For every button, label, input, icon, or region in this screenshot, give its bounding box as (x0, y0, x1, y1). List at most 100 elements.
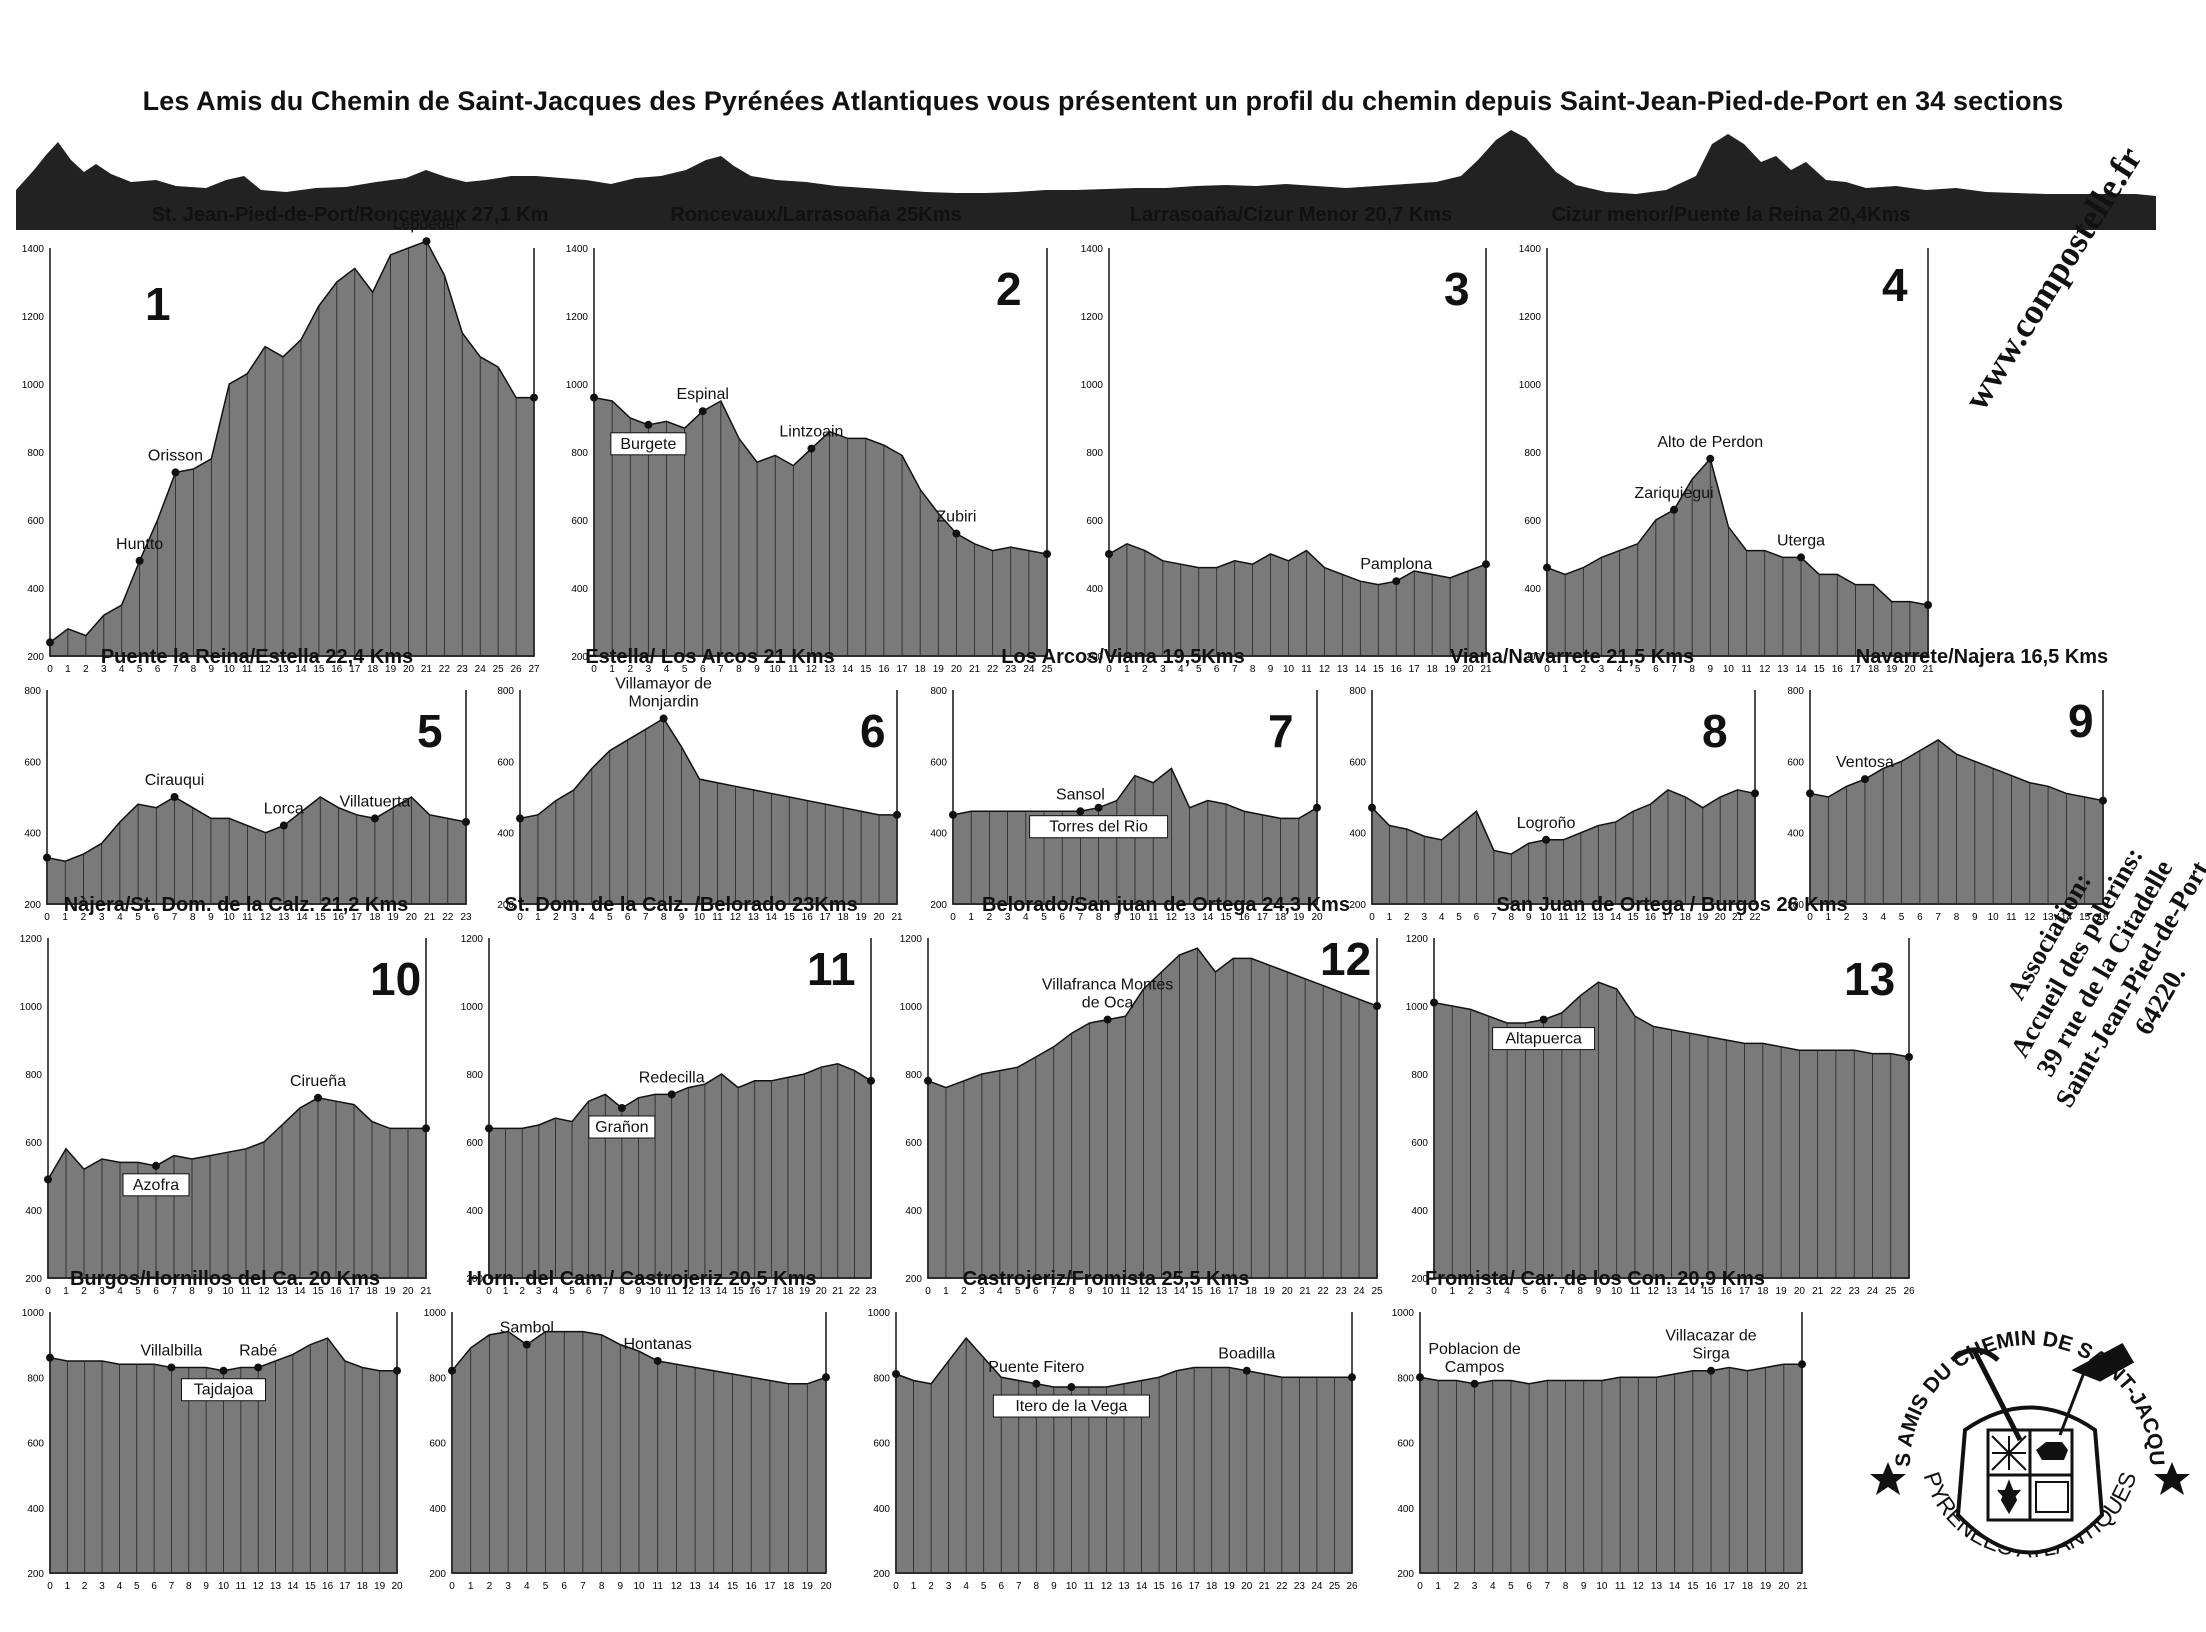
x-tick-label: 2 (81, 912, 87, 923)
x-tick-label: 3 (505, 1581, 511, 1592)
x-tick-label: 15 (315, 912, 327, 923)
x-tick-label: 2 (987, 912, 993, 923)
x-tick-label: 14 (1355, 664, 1367, 675)
profile-chart: 0 1 2 3 4 5 6 7 8 9 10 11 12 13 14 15 16 17 18 19 20 21 222004… (1349, 686, 1761, 923)
endpoint-marker (867, 1076, 875, 1085)
profile-title: Navarrete/Najera 16,5 Kms (1855, 646, 2109, 668)
section-number: 4 (1882, 259, 1908, 311)
waypoint-marker (698, 407, 707, 416)
y-tick-label: 600 (930, 757, 947, 768)
waypoint-label: Grañon (595, 1119, 648, 1136)
x-tick-label: 1 (1124, 664, 1130, 675)
x-tick-label: 17 (1409, 664, 1421, 675)
endpoint-marker (462, 817, 470, 826)
x-tick-label: 10 (1129, 912, 1141, 923)
x-tick-label: 9 (1268, 664, 1274, 675)
x-tick-label: 23 (1294, 1581, 1306, 1592)
y-tick-label: 200 (905, 1274, 922, 1285)
x-tick-label: 6 (1526, 1581, 1532, 1592)
x-tick-label: 25 (1371, 1286, 1383, 1297)
endpoint-marker (1482, 560, 1490, 569)
x-tick-label: 0 (45, 1286, 51, 1297)
waypoint-label: Itero de la Vega (1015, 1398, 1127, 1415)
x-tick-label: 21 (1796, 1581, 1808, 1592)
x-tick-label: 16 (749, 1286, 761, 1297)
endpoint-marker (393, 1366, 401, 1375)
y-tick-label: 800 (27, 448, 44, 459)
x-tick-label: 10 (770, 664, 782, 675)
x-tick-label: 19 (388, 912, 400, 923)
waypoint-marker (644, 420, 653, 429)
profile-chart: 0 1 2 3 4 5 6 7 8 9 10 11 12 13 14 15 16 17 18 19 20 21200400… (20, 934, 432, 1297)
waypoint-marker (370, 814, 379, 823)
x-tick-label: 0 (47, 1581, 53, 1592)
x-tick-label: 7 (172, 912, 178, 923)
x-tick-label: 1 (1826, 912, 1832, 923)
endpoint-marker (892, 1369, 900, 1378)
y-tick-label: 200 (1086, 652, 1103, 663)
y-tick-label: 800 (1787, 686, 1804, 697)
x-tick-label: 25 (493, 664, 505, 675)
x-tick-label: 17 (1189, 1581, 1201, 1592)
elevation-area (488, 1063, 872, 1279)
y-tick-label: 400 (24, 829, 41, 840)
y-tick-label: 200 (1411, 1274, 1428, 1285)
y-tick-label: 600 (1349, 757, 1366, 768)
y-tick-label: 1200 (566, 312, 589, 323)
waypoint-marker (807, 444, 816, 453)
x-tick-label: 16 (1171, 1581, 1183, 1592)
x-tick-label: 9 (1526, 912, 1532, 923)
x-tick-label: 20 (1904, 664, 1916, 675)
y-tick-label: 800 (571, 448, 588, 459)
x-tick-label: 7 (173, 664, 179, 675)
y-tick-label: 200 (1787, 900, 1804, 911)
y-tick-label: 600 (905, 1138, 922, 1149)
x-tick-label: 6 (1059, 912, 1065, 923)
x-tick-label: 18 (1868, 664, 1880, 675)
shield-quarters-icon (1986, 1428, 2074, 1522)
profile-title: Roncevaux/Larrasoaña 25Kms (670, 204, 962, 226)
waypoint-label: Altapuerca (1505, 1031, 1582, 1048)
x-tick-label: 19 (1264, 1286, 1276, 1297)
cross-pattern-icon (1991, 1435, 2027, 1471)
x-tick-label: 14 (1202, 912, 1214, 923)
x-tick-label: 20 (820, 1581, 832, 1592)
y-tick-label: 1000 (461, 1002, 484, 1013)
x-tick-label: 8 (736, 664, 742, 675)
x-tick-label: 7 (1671, 664, 1677, 675)
y-tick-label: 400 (1397, 1504, 1414, 1515)
x-tick-label: 7 (1559, 1286, 1565, 1297)
x-tick-label: 22 (439, 664, 451, 675)
x-tick-label: 12 (258, 1286, 270, 1297)
y-tick-label: 400 (1411, 1206, 1428, 1217)
page-title: Les Amis du Chemin de Saint-Jacques des … (142, 86, 2064, 116)
profile-title: Larrasoaña/Cizur Menor 20,7 Kms (1129, 204, 1453, 226)
x-tick-label: 10 (694, 912, 706, 923)
section-number: 11 (807, 943, 856, 995)
endpoint-marker (822, 1373, 830, 1382)
y-tick-label: 400 (466, 1206, 483, 1217)
waypoint-marker (667, 1090, 676, 1099)
y-tick-label: 400 (429, 1504, 446, 1515)
full-route-profile-area (16, 130, 2156, 230)
star-icon-right (2154, 1462, 2190, 1495)
waypoint-marker (167, 1363, 176, 1372)
x-tick-label: 13 (1156, 1286, 1168, 1297)
waypoint-marker (1860, 775, 1869, 784)
y-tick-label: 600 (24, 757, 41, 768)
x-tick-label: 16 (322, 1581, 334, 1592)
x-tick-label: 16 (1705, 1581, 1717, 1592)
y-tick-label: 1400 (1519, 244, 1542, 255)
x-tick-label: 13 (1651, 1581, 1663, 1592)
elevation-area (1419, 1363, 1803, 1574)
x-tick-label: 3 (101, 664, 107, 675)
x-tick-label: 0 (1544, 664, 1550, 675)
x-tick-label: 7 (602, 1286, 608, 1297)
profile-chart: 0 1 2 3 4 5 6 7 8 9 10 11 12 13 14 15 16 17 18 19 20 21 22 2320… (24, 686, 472, 923)
profile-chart: 0 1 2 3 4 5 6 7 8 9 10 11 12 13 14 15 16 17 18 19 20 21 22 23 24… (1406, 934, 1915, 1297)
x-tick-label: 20 (403, 664, 415, 675)
endpoint-marker (924, 1076, 932, 1085)
x-tick-label: 18 (783, 1581, 795, 1592)
waypoint-label: Villafranca Montes de Oca (1042, 977, 1173, 1012)
profile-title: Belorado/San juan de Ortega 24,3 Kms (982, 894, 1350, 916)
